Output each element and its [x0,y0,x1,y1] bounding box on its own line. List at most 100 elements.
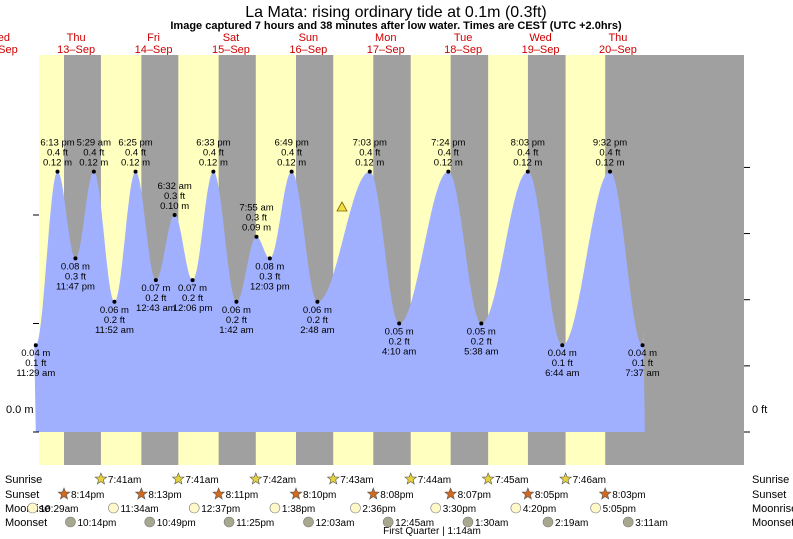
extreme-label: 0.09 m [242,223,271,234]
tide-area [34,171,645,432]
extreme-label: 0.4 ft [83,148,104,159]
sunset-time: 8:13pm [148,490,181,501]
extreme-label: 6:44 am [545,368,579,379]
extreme-label: 0.12 m [79,158,108,169]
extreme-label: 0.04 m [548,348,577,359]
extreme-label: 0.06 m [303,305,332,316]
day-name-1: Thu [67,32,86,44]
extreme-label: 7:24 pm [431,138,465,149]
sunrise-time: 7:45am [495,475,528,486]
moonrise-icon [430,502,442,514]
extreme-point [479,321,484,326]
extreme-point [315,299,320,304]
moonset-icon [144,516,156,528]
extreme-label: 0.1 ft [25,358,46,369]
row-label-sunrise: Sunrise [5,474,42,486]
sun-moon-table: SunriseSunriseSunsetSunsetMoonriseMoonri… [5,472,793,529]
row-label-right-sunset: Sunset [752,489,786,501]
sunrise-icon [326,472,340,485]
moonrise-time: 12:37pm [201,504,240,515]
sunset-time: 8:03pm [612,490,645,501]
extreme-label: 6:25 pm [118,138,152,149]
extreme-label: 0.4 ft [517,148,538,159]
sunrise-icon [171,472,185,485]
extreme-label: 0.12 m [121,158,150,169]
extreme-label: 0.4 ft [599,148,620,159]
sunset-icon [444,487,458,500]
extreme-label: 0.04 m [628,348,657,359]
extreme-label: 6:33 pm [196,138,230,149]
extreme-label: 0.05 m [385,327,414,338]
extreme-label: 0.07 m [141,283,170,294]
extreme-label: 4:10 am [382,347,416,358]
axis-zero-label-m: 0.0 m [6,404,34,416]
axis-ticks [33,166,750,433]
moonrise-time: 10:29am [40,504,79,515]
extreme-label: 0.4 ft [47,148,68,159]
sunset-time: 8:07pm [458,490,491,501]
extreme-label: 11:52 am [95,325,134,336]
moonset-time: 2:19am [555,518,588,529]
moonset-icon [382,516,394,528]
moonrise-time: 2:36pm [362,504,395,515]
moonrise-time: 11:34am [120,504,158,515]
extreme-label: 0.1 ft [552,358,573,369]
moonrise-icon [27,502,38,514]
extreme-point [446,169,451,174]
extreme-label: 0.04 m [21,348,50,359]
row-label-moonset: Moonset [5,517,47,529]
extreme-point [607,169,612,174]
extreme-point [211,169,216,174]
moonrise-icon [108,502,119,514]
moonset-time: 12:45am [395,518,434,529]
moonset-icon [303,516,314,528]
sunrise-time: 7:41am [108,475,141,486]
moonset-time: 12:03am [316,518,355,529]
sunset-time: 8:14pm [71,490,104,501]
sunset-time: 8:05pm [535,490,568,501]
extreme-point [397,321,402,326]
day-date-4: 16–Sep [289,44,327,56]
extreme-label: 7:55 am [239,203,273,214]
moonset-time: 10:14pm [77,518,116,529]
sunset-time: 8:10pm [303,490,336,501]
extreme-point [267,256,272,261]
extreme-label: 0.2 ft [471,337,492,348]
sunrise-icon [404,472,418,485]
moonrise-icon [269,502,281,514]
extreme-point [112,299,117,304]
extreme-label: 5:38 am [464,347,498,358]
sunrise-icon [481,472,495,485]
sunset-icon [134,487,148,500]
extreme-label: 5:29 am [77,138,111,149]
extreme-point [190,278,195,283]
moonrise-icon [590,502,601,514]
extreme-label: 0.1 ft [632,358,653,369]
moonset-icon [622,516,634,528]
extreme-label: 1:42 am [219,325,253,336]
extreme-point [367,169,372,174]
row-label-right-moonset: Moonset [752,517,793,529]
extreme-label: 0.3 ft [65,271,86,282]
sunset-icon [57,487,71,500]
current-time-marker [336,201,348,212]
moonset-time: 10:49pm [157,518,196,529]
moon-phase-label: First Quarter | 1:14am [383,526,481,537]
extreme-label: 0.12 m [595,158,624,169]
moonset-time: 3:11am [635,518,668,529]
extreme-label: 0.06 m [222,305,251,316]
extreme-label: 0.12 m [513,158,542,169]
extreme-point [234,299,239,304]
chart-title: La Mata: rising ordinary tide at 0.1m (0… [245,4,546,21]
extreme-point [640,343,645,348]
day-date-8: 20–Sep [599,44,637,56]
day-date-0: 12–Sep [0,44,18,56]
extreme-label: 0.07 m [178,283,207,294]
row-label-right-sunrise: Sunrise [752,474,789,486]
moonrise-icon [350,502,361,514]
extreme-label: 0.2 ft [307,315,328,326]
moonrise-time: 5:05pm [603,504,636,515]
extreme-label: 0.3 ft [259,271,280,282]
